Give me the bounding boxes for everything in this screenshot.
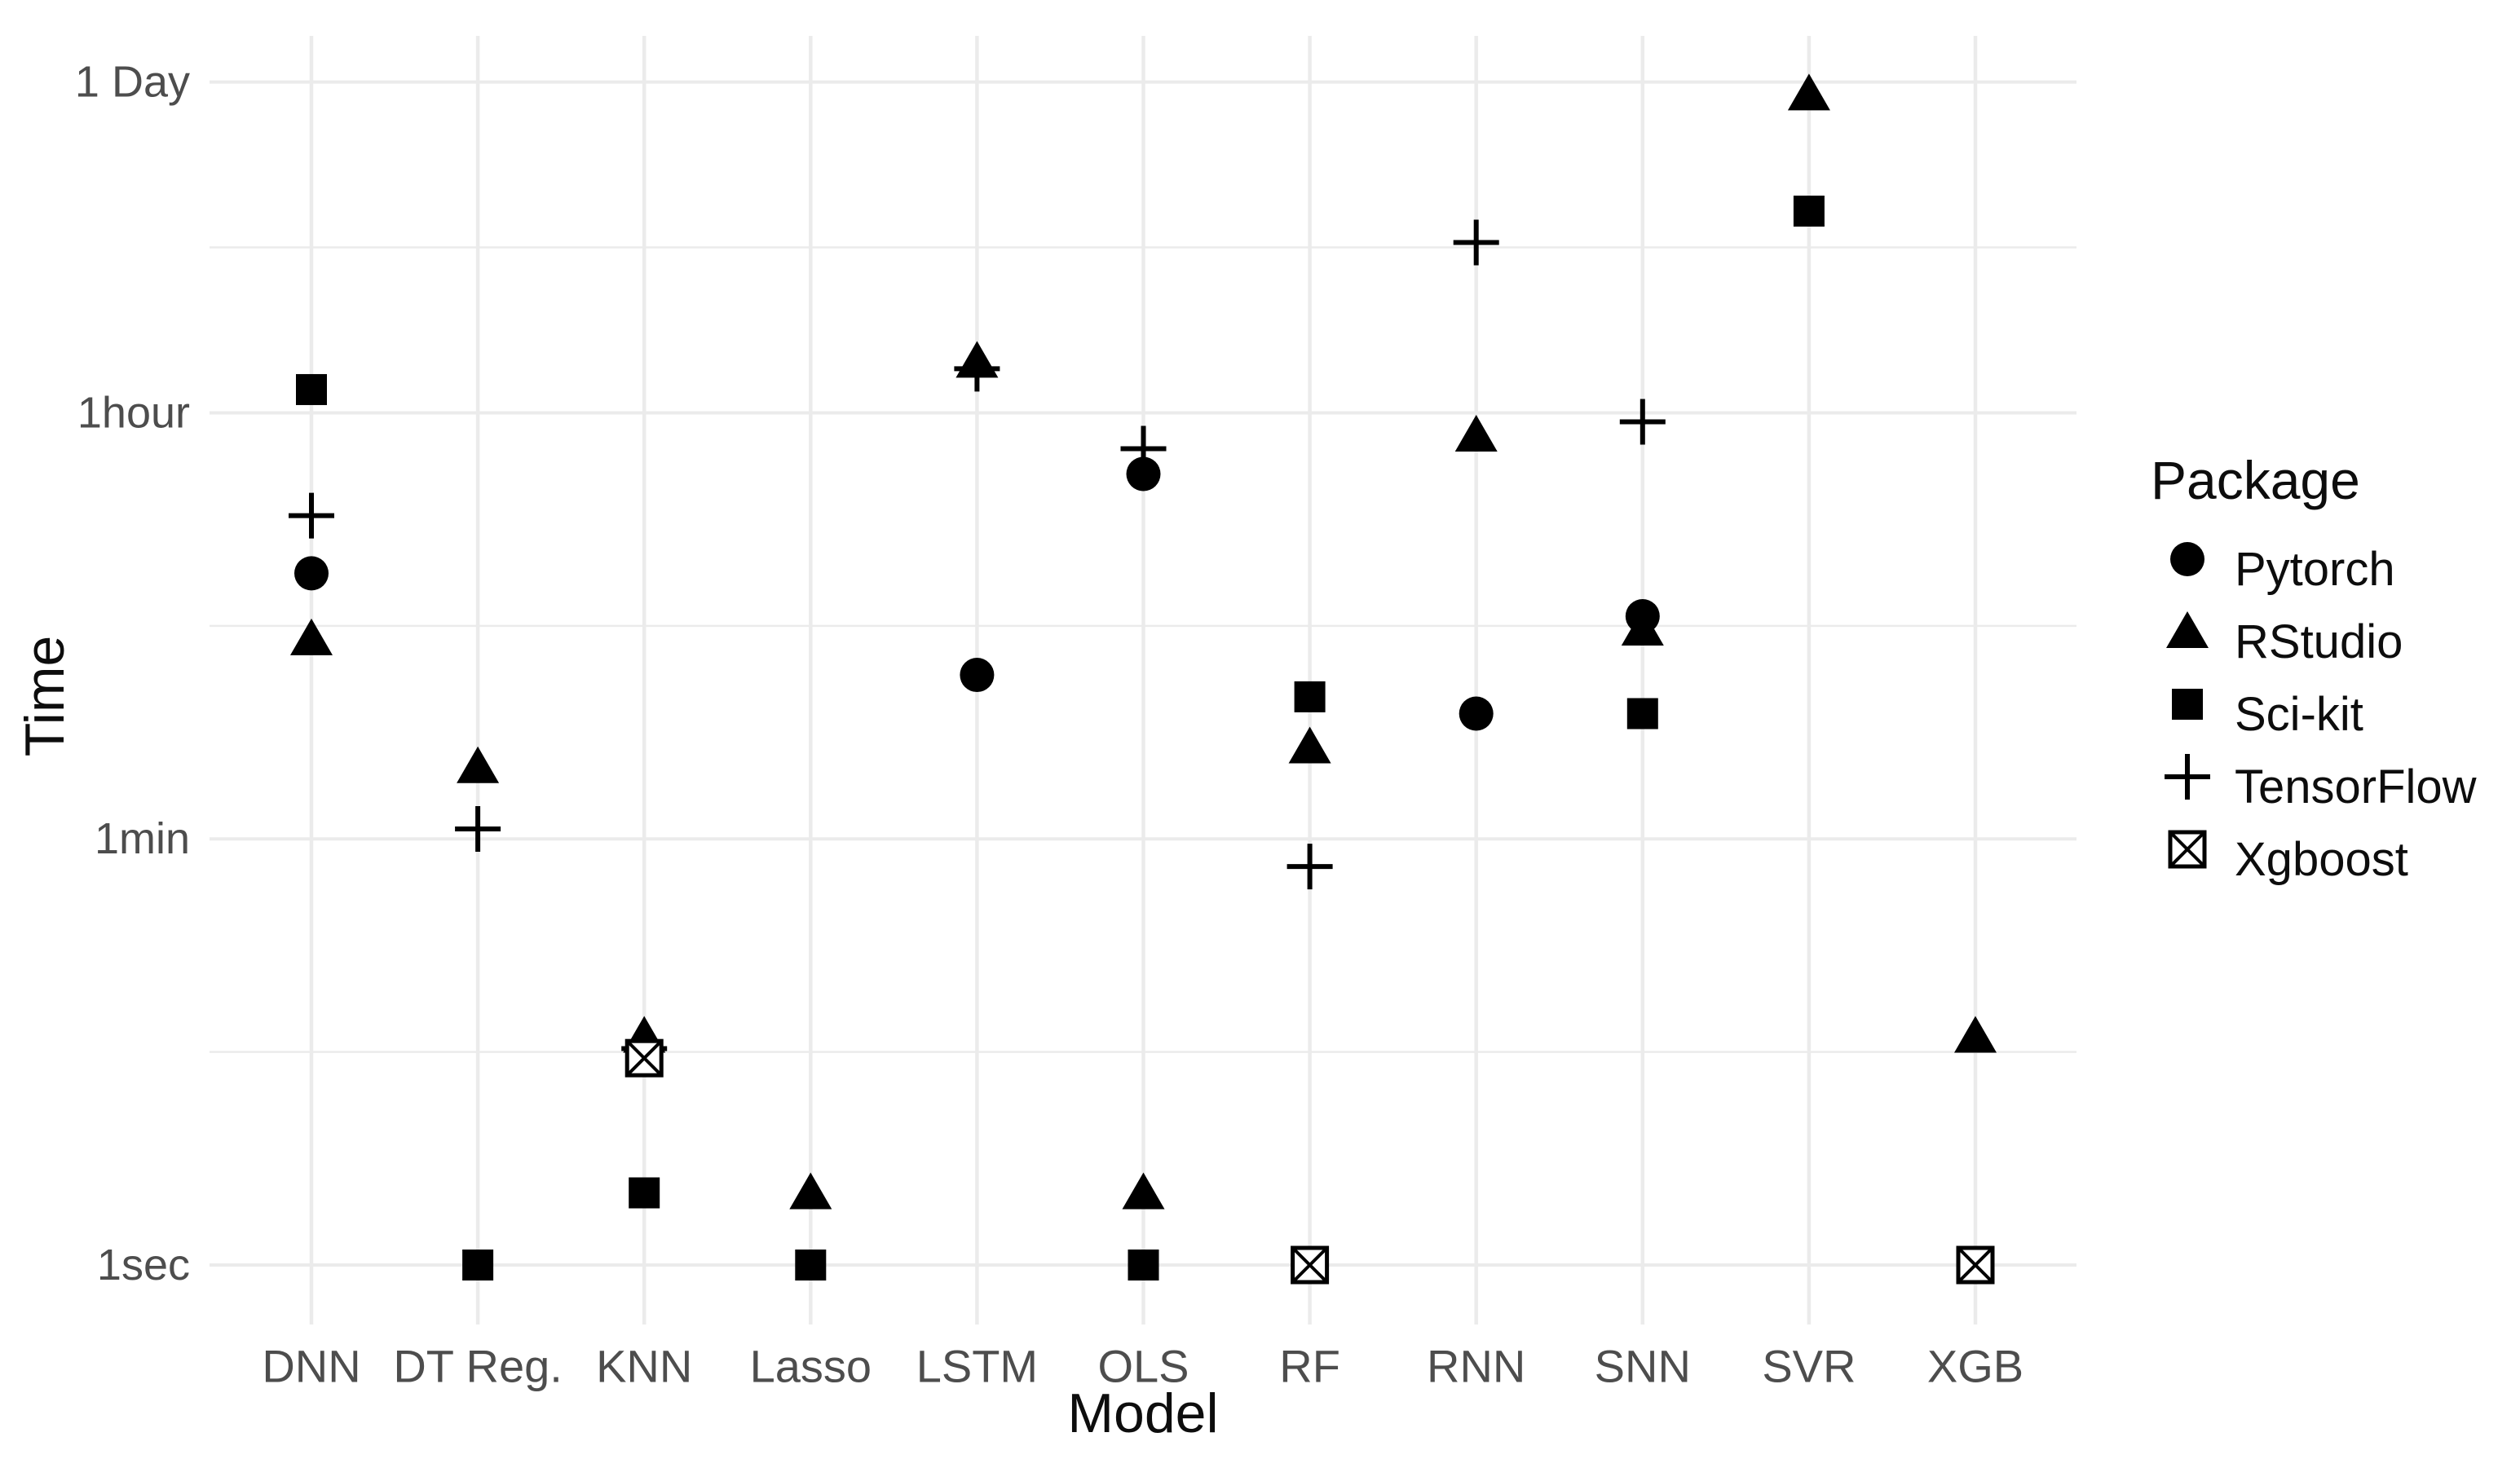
data-point-RStudio-DNN [290, 618, 333, 655]
legend-item-label: Sci-kit [2235, 687, 2363, 741]
data-point-Sci-kit-DNN [296, 373, 327, 405]
legend-item-TensorFlow: TensorFlow [2160, 749, 2477, 824]
filled-triangle-icon [2160, 611, 2215, 669]
legend-item-label: Pytorch [2235, 542, 2395, 596]
data-point-TensorFlow-RF [1286, 844, 1333, 890]
x-tick-label-RF: RF [1279, 1341, 1340, 1392]
data-point-TensorFlow-RNN [1453, 219, 1499, 266]
y-tick-label-1min: 1min [95, 814, 190, 863]
x-tick-label-OLS: OLS [1097, 1341, 1189, 1392]
x-axis-title: Model [1067, 1382, 1219, 1444]
data-point-Sci-kit-RF [1294, 681, 1326, 712]
filled-circle-icon [2160, 541, 2215, 597]
legend-item-label: RStudio [2235, 615, 2403, 668]
plus-icon [2160, 754, 2215, 814]
legend-item-label: TensorFlow [2235, 760, 2477, 813]
legend-item-RStudio: RStudio [2160, 604, 2403, 679]
x-tick-label-Lasso: Lasso [750, 1341, 872, 1392]
data-point-RStudio-DT Reg. [457, 746, 500, 783]
data-point-RStudio-OLS [1122, 1172, 1165, 1210]
data-point-RStudio-RNN [1454, 415, 1498, 452]
data-point-RStudio-RF [1288, 726, 1331, 764]
data-point-Pytorch-LSTM [960, 658, 995, 693]
data-point-Xgboost-KNN [624, 1038, 664, 1078]
data-point-TensorFlow-DT Reg. [455, 806, 501, 853]
axis-tick-labels: 1sec 1min 1hour 1 Day DNN DT Reg. KNN Lasso LSTM… [75, 58, 2024, 1392]
x-tick-label-SVR: SVR [1762, 1341, 1856, 1392]
series-Sci-kit [296, 196, 1825, 1280]
legend-title: Package [2151, 450, 2360, 510]
data-point-TensorFlow-SNN [1619, 399, 1666, 445]
series-Xgboost [624, 1038, 1995, 1285]
data-points [289, 73, 1997, 1285]
legend-item-Sci-kit: Sci-kit [2160, 677, 2363, 752]
data-point-Sci-kit-KNN [629, 1177, 660, 1209]
x-tick-label-KNN: KNN [596, 1341, 692, 1392]
data-point-Sci-kit-OLS [1128, 1250, 1159, 1280]
x-tick-label-DT Reg.: DT Reg. [393, 1341, 562, 1392]
data-point-Pytorch-DNN [294, 556, 329, 591]
legend-item-Pytorch: Pytorch [2160, 531, 2395, 606]
y-tick-label-1hour: 1hour [77, 388, 190, 437]
data-point-RStudio-Lasso [789, 1172, 832, 1210]
data-point-Pytorch-RNN [1459, 696, 1494, 731]
data-point-Sci-kit-SVR [1793, 196, 1825, 227]
legend-item-Xgboost: Xgboost [2160, 822, 2408, 897]
filled-square-icon [2160, 686, 2215, 742]
data-point-Sci-kit-DT Reg. [462, 1250, 494, 1280]
data-point-Sci-kit-Lasso [795, 1250, 827, 1280]
data-point-Xgboost-XGB [1956, 1245, 1995, 1285]
y-tick-label-1sec: 1sec [97, 1241, 190, 1289]
data-point-Pytorch-OLS [1126, 456, 1161, 491]
data-point-Sci-kit-SNN [1626, 698, 1658, 730]
crossed-open-square-icon [2160, 830, 2215, 887]
x-tick-label-LSTM: LSTM [916, 1341, 1038, 1392]
y-tick-label-1 Day: 1 Day [75, 58, 190, 107]
y-axis-title: Time [14, 635, 76, 757]
data-point-RStudio-SVR [1787, 73, 1830, 111]
legend-item-label: Xgboost [2235, 832, 2408, 886]
data-point-Xgboost-RF [1291, 1245, 1330, 1285]
x-tick-label-XGB: XGB [1927, 1341, 2024, 1392]
data-point-TensorFlow-DNN [289, 492, 334, 539]
x-tick-label-SNN: SNN [1595, 1341, 1691, 1392]
gridlines [210, 36, 2076, 1325]
x-tick-label-RNN: RNN [1427, 1341, 1525, 1392]
data-point-RStudio-XGB [1954, 1016, 1997, 1053]
data-point-RStudio-SNN [1621, 608, 1664, 646]
x-tick-label-DNN: DNN [262, 1341, 360, 1392]
data-point-RStudio-LSTM [955, 341, 999, 378]
